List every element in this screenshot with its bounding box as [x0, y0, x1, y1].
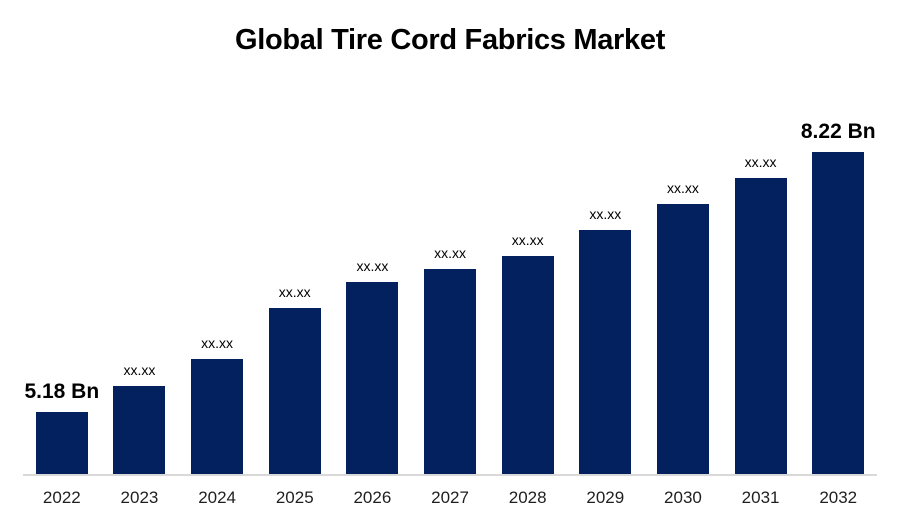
bar-value-label: xx.xx [511, 231, 544, 248]
bar-value-label: 5.18 Bn [24, 379, 100, 403]
x-axis-line [23, 474, 877, 476]
x-tick-label: 2031 [741, 488, 780, 507]
bar-column-2026: xx.xx [334, 257, 412, 474]
bar-value-label: xx.xx [278, 283, 311, 300]
x-tick-label: 2023 [120, 488, 159, 507]
bar-column-2031: xx.xx [722, 153, 800, 474]
bar [501, 256, 554, 474]
bar-column-2027: xx.xx [411, 244, 489, 474]
x-tick-label: 2022 [42, 488, 81, 507]
chart-title: Global Tire Cord Fabrics Market [234, 24, 666, 56]
x-tick-label: 2027 [431, 488, 469, 507]
bar-column-2023: xx.xx [101, 361, 179, 474]
bar-column-2028: xx.xx [489, 231, 567, 474]
bar [268, 308, 321, 474]
bar [656, 204, 709, 474]
plot-area: 5.18 Bn xx.xx xx.xx xx.xx xx.xx xx.xx xx.xx xx.… [23, 120, 877, 474]
x-tick-label: 2025 [275, 488, 314, 507]
bar-value-label: xx.xx [123, 361, 156, 378]
bar-value-label: xx.xx [744, 153, 777, 170]
bar [113, 386, 166, 474]
bar-value-label: xx.xx [356, 257, 389, 274]
x-tick-label: 2026 [353, 488, 392, 507]
bar [346, 282, 399, 474]
bar-column-2030: xx.xx [644, 179, 722, 474]
x-tick-label: 2032 [819, 488, 858, 507]
bar-value-label: xx.xx [667, 179, 699, 196]
bar-value-label: xx.xx [589, 205, 622, 222]
bar [812, 152, 865, 474]
bar [424, 269, 477, 474]
bar-column-2024: xx.xx [178, 334, 256, 474]
x-tick-label: 2030 [664, 488, 702, 507]
bar [35, 412, 88, 474]
bar-column-2029: xx.xx [566, 205, 644, 474]
x-tick-label: 2029 [586, 488, 625, 507]
bar-column-2022: 5.18 Bn [23, 380, 101, 474]
x-tick-label: 2024 [198, 488, 237, 507]
bar [579, 230, 632, 474]
bar [191, 359, 244, 474]
x-tick-label: 2028 [508, 488, 547, 507]
bar [734, 178, 787, 474]
bar-value-label: 8.22 Bn [800, 119, 876, 143]
bar-column-2032: 8.22 Bn [799, 120, 877, 474]
bar-column-2025: xx.xx [256, 283, 334, 474]
bar-value-label: xx.xx [201, 334, 234, 351]
x-axis-labels: 2022 2023 2024 2025 2026 2027 2028 2029 2030 2031… [23, 488, 877, 508]
bar-value-label: xx.xx [434, 244, 466, 261]
